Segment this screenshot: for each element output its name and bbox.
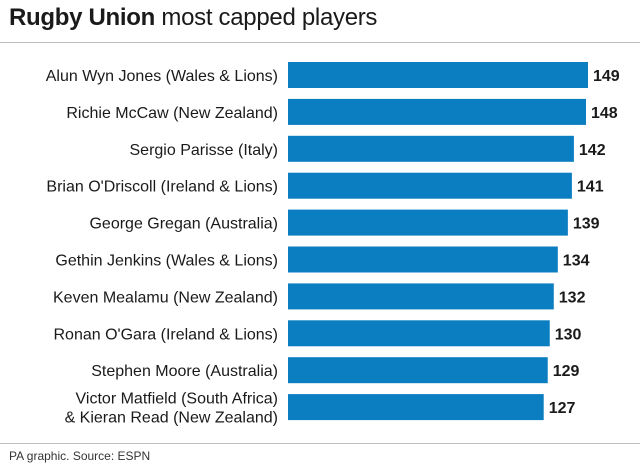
bar-row: Ronan O'Gara (Ireland & Lions) 130	[54, 320, 582, 347]
chart-title: Rugby Union most capped players	[9, 3, 377, 33]
value-label: 130	[555, 326, 582, 343]
bar	[288, 394, 544, 421]
bar-row: Sergio Parisse (Italy) 142	[130, 135, 606, 162]
value-label: 132	[559, 289, 586, 306]
category-label: Gethin Jenkins (Wales & Lions)	[55, 253, 278, 270]
bar	[288, 246, 558, 273]
top-divider	[0, 42, 640, 43]
category-label: Keven Mealamu (New Zealand)	[53, 289, 278, 306]
bar	[288, 209, 568, 236]
category-label: Victor Matfield (South Africa)	[76, 391, 278, 408]
value-label: 129	[553, 363, 580, 380]
category-label: George Gregan (Australia)	[89, 216, 278, 233]
category-label: Brian O'Driscoll (Ireland & Lions)	[46, 179, 278, 196]
bar	[288, 62, 588, 88]
bar	[288, 135, 574, 162]
bar	[288, 172, 572, 199]
value-label: 142	[579, 142, 606, 159]
bar-row: George Gregan (Australia) 139	[89, 209, 600, 236]
value-label: 149	[593, 68, 620, 85]
bar-row: Alun Wyn Jones (Wales & Lions) 149	[46, 62, 620, 88]
bar	[288, 320, 550, 347]
value-label: 139	[573, 216, 600, 233]
bar-row: Keven Mealamu (New Zealand) 132	[53, 283, 586, 310]
source-note: PA graphic. Source: ESPN	[9, 449, 151, 463]
bar	[288, 357, 548, 384]
value-label: 148	[591, 105, 618, 122]
category-label: Richie McCaw (New Zealand)	[66, 105, 278, 122]
bar-row: Victor Matfield (South Africa) & Kieran R…	[65, 391, 576, 427]
category-label: Ronan O'Gara (Ireland & Lions)	[54, 326, 279, 343]
chart-title-bold: Rugby Union	[9, 4, 156, 31]
category-label: & Kieran Read (New Zealand)	[65, 410, 278, 427]
bar	[288, 283, 554, 310]
chart-title-rest: most capped players	[155, 4, 378, 31]
bar-row: Gethin Jenkins (Wales & Lions) 134	[55, 246, 590, 273]
category-label: Stephen Moore (Australia)	[91, 363, 278, 380]
bar-row: Stephen Moore (Australia) 129	[91, 357, 580, 384]
category-label: Alun Wyn Jones (Wales & Lions)	[46, 68, 278, 85]
value-label: 134	[563, 253, 590, 270]
bar-row: Brian O'Driscoll (Ireland & Lions) 141	[46, 172, 604, 199]
category-label: Sergio Parisse (Italy)	[130, 142, 279, 159]
bar	[288, 98, 586, 125]
bar-row: Richie McCaw (New Zealand) 148	[66, 98, 618, 125]
value-label: 141	[577, 179, 604, 196]
value-label: 127	[549, 400, 576, 417]
bottom-divider	[0, 443, 640, 444]
